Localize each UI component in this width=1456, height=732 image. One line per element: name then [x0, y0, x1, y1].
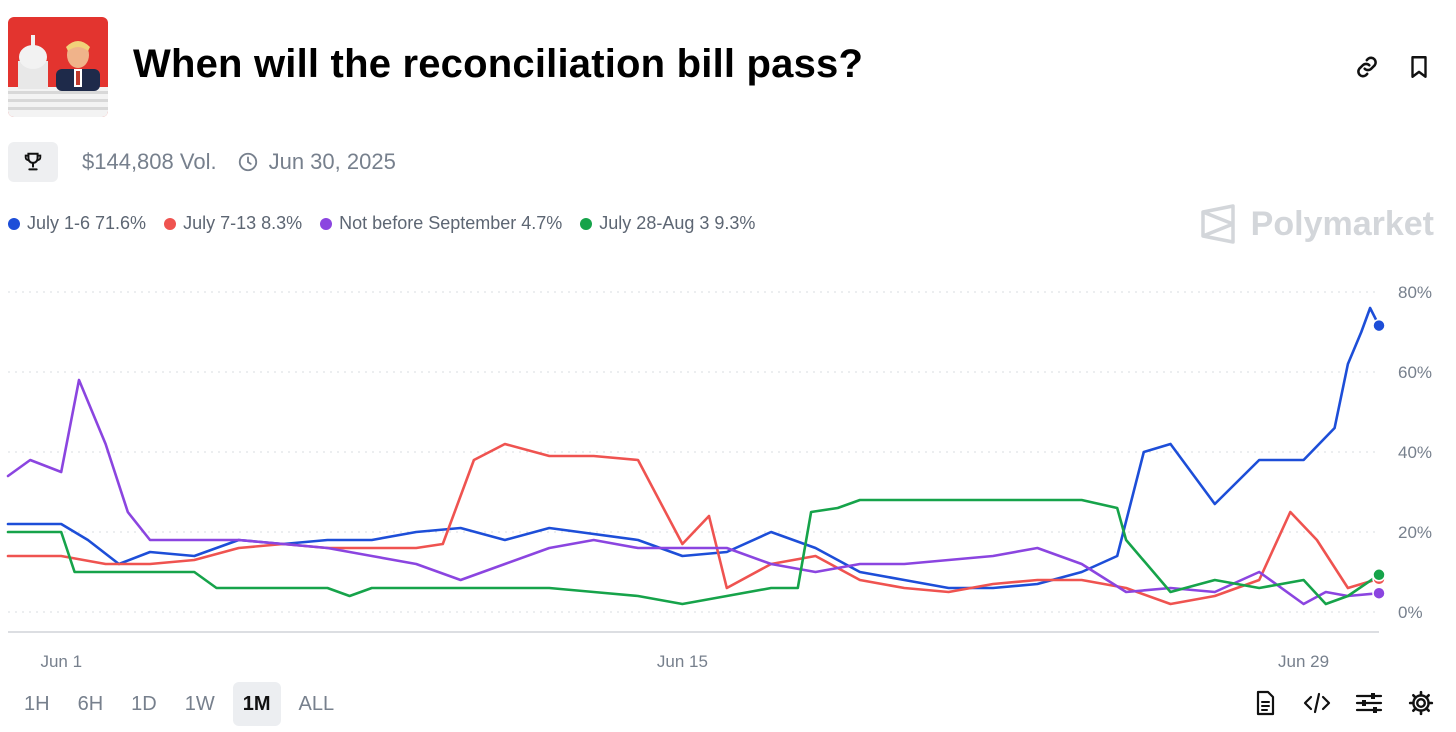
bookmark-icon [1411, 56, 1427, 78]
range-1d-button[interactable]: 1D [131, 692, 157, 715]
series-line-july-28-aug-3 [6, 498, 1381, 606]
price-chart[interactable]: 0% 20% 40% 60% 80% Jun 1 Jun 15 Jun 29 [0, 270, 1456, 675]
legend-label: July 1-6 71.6% [27, 213, 147, 233]
x-tick-label: Jun 1 [40, 652, 82, 671]
brand-name: Polymarket [1250, 204, 1434, 243]
sliders-icon [1355, 693, 1383, 713]
range-1w-button[interactable]: 1W [184, 692, 215, 715]
legend-dot [8, 217, 20, 230]
document-icon [1256, 690, 1275, 716]
range-6h-button[interactable]: 6H [77, 692, 104, 715]
range-all-button[interactable]: ALL [298, 692, 335, 715]
legend-item-not-before-september: Not before September 4.7% [320, 213, 562, 234]
legend-dot [580, 217, 593, 230]
page-title: When will the reconciliation bill pass? [133, 42, 864, 86]
y-tick-label: 60% [1398, 363, 1432, 382]
y-tick-label: 20% [1398, 523, 1432, 542]
embed-button[interactable] [1302, 688, 1332, 718]
rules-button[interactable] [1250, 688, 1280, 718]
range-1h-button[interactable]: 1H [24, 692, 50, 715]
volume-text: $144,808 Vol. [82, 149, 217, 174]
end-date-text: Jun 30, 2025 [268, 149, 396, 174]
series-endpoint-not-before-september [1372, 586, 1386, 600]
market-meta: $144,808 Vol. Jun 30, 2025 [8, 142, 396, 182]
trophy-button[interactable] [8, 142, 58, 182]
y-tick-label: 80% [1398, 283, 1432, 302]
legend-label: July 28-Aug 3 9.3% [599, 213, 756, 233]
range-1m-button[interactable]: 1M [232, 682, 281, 726]
legend-item-july-7-13: July 7-13 8.3% [164, 213, 302, 234]
legend-item-july-28-aug-3: July 28-Aug 3 9.3% [580, 213, 755, 234]
y-tick-label: 40% [1398, 443, 1432, 462]
clock-icon [237, 151, 259, 173]
capitol-image-icon [8, 17, 108, 117]
legend-item-july-1-6: July 1-6 71.6% [8, 213, 146, 234]
chart-legend: July 1-6 71.6% July 7-13 8.3% Not before… [8, 213, 773, 234]
link-icon [1357, 56, 1377, 78]
series-line-july-1-6 [6, 306, 1381, 590]
time-range-selector: 1H 6H 1D 1W 1M ALL [14, 682, 352, 726]
series-endpoint-july-28-aug-3 [1372, 568, 1386, 582]
y-tick-label: 0% [1398, 603, 1423, 622]
market-thumbnail [8, 17, 108, 117]
x-tick-label: Jun 15 [657, 652, 708, 671]
series-endpoint-july-1-6 [1372, 318, 1386, 333]
trophy-icon [24, 152, 42, 171]
copy-link-button[interactable] [1352, 52, 1382, 82]
legend-dot [320, 217, 333, 230]
code-icon [1303, 692, 1331, 714]
series-line-not-before-september [6, 378, 1381, 606]
bookmark-button[interactable] [1404, 52, 1434, 82]
series-line-july-7-13 [6, 442, 1381, 606]
legend-label: July 7-13 8.3% [183, 213, 303, 233]
legend-dot [164, 217, 177, 230]
brand-watermark: Polymarket [1199, 204, 1434, 244]
settings-button[interactable] [1406, 688, 1436, 718]
polymarket-logo-icon [1200, 204, 1235, 244]
gear-icon [1408, 690, 1434, 716]
legend-label: Not before September 4.7% [339, 213, 563, 233]
x-tick-label: Jun 29 [1278, 652, 1329, 671]
chart-settings-sliders-button[interactable] [1354, 688, 1384, 718]
chart-tools [1250, 688, 1436, 718]
